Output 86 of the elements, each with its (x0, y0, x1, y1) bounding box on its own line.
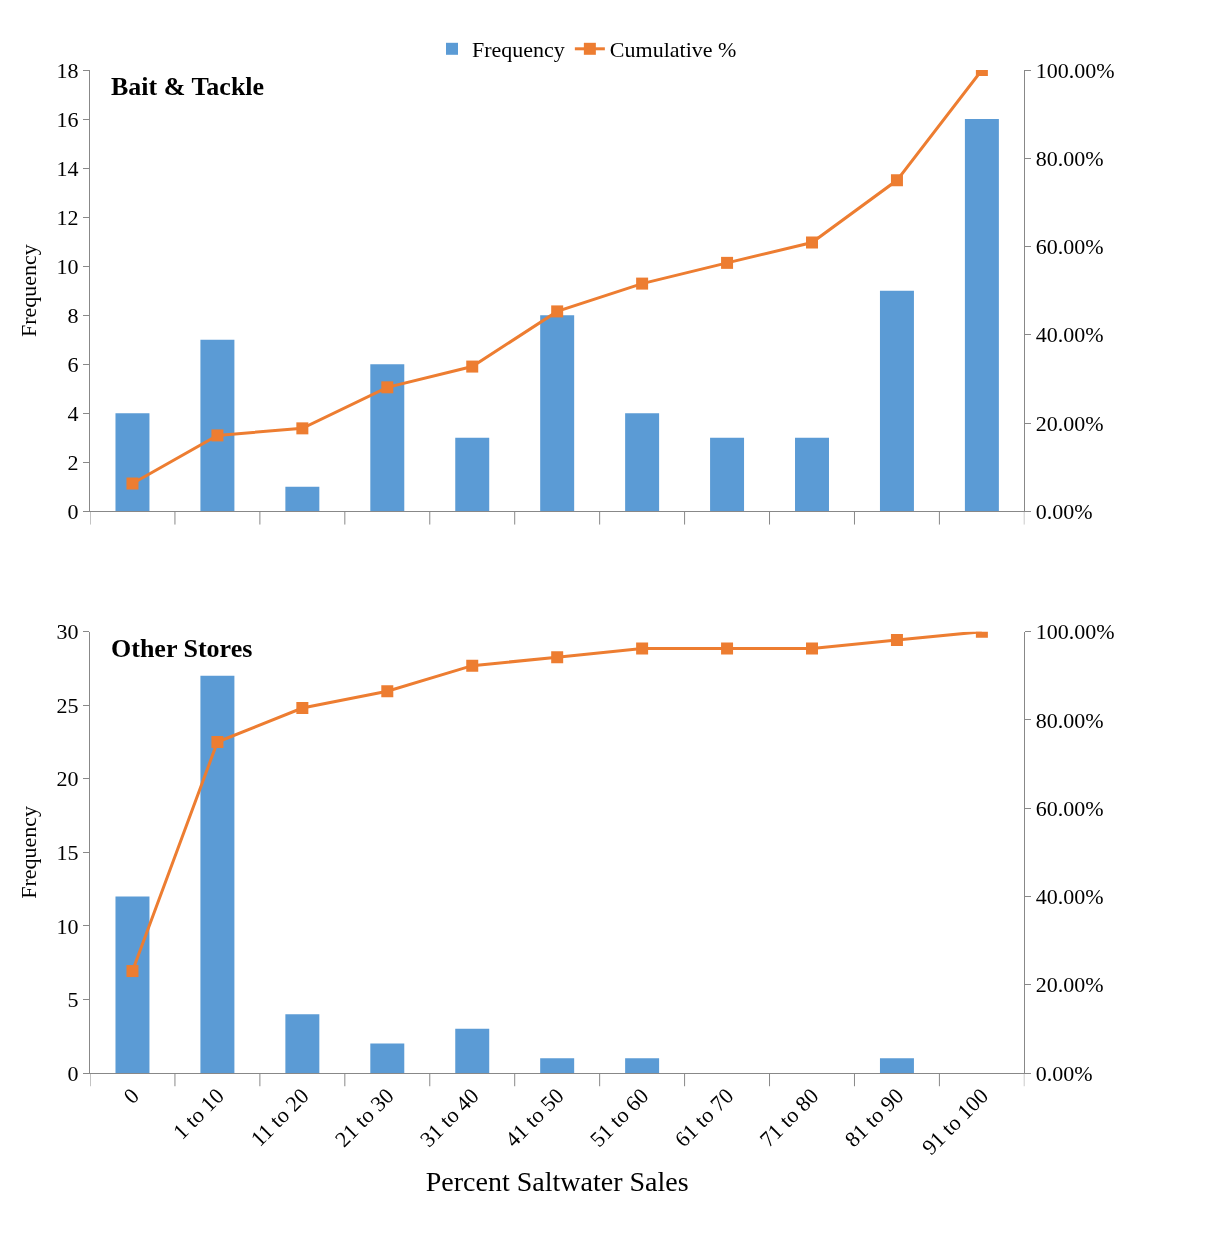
y-tick-label: 0 (67, 1060, 79, 1086)
y-axis-title: Frequency (16, 805, 41, 899)
bar (964, 119, 999, 512)
y-tick-label: 4 (67, 400, 79, 426)
bar (115, 896, 150, 1073)
y2-tick-label: 20.00% (1035, 972, 1104, 998)
y2-tick-label: 80.00% (1035, 707, 1104, 733)
point (890, 634, 903, 647)
point (381, 381, 394, 394)
chart-title: Bait & Tackle (111, 72, 265, 101)
y2-tick-label: 80.00% (1035, 145, 1104, 171)
x-tick-label: 0 (118, 1083, 144, 1109)
point (296, 702, 309, 715)
y-tick-label: 2 (67, 449, 79, 475)
y-tick-label: 6 (67, 351, 79, 377)
y-tick-label: 16 (56, 106, 79, 132)
y-tick-label: 8 (67, 302, 79, 328)
bar (200, 339, 235, 512)
y2-tick-label: 60.00% (1035, 795, 1104, 821)
point (636, 642, 649, 655)
bar (540, 1058, 575, 1073)
point (890, 174, 903, 187)
legend-label: Frequency (472, 37, 565, 63)
point (806, 642, 819, 655)
y-tick-label: 14 (56, 155, 79, 181)
bar (370, 364, 405, 512)
y-tick-label: 25 (56, 692, 79, 718)
y2-tick-label: 40.00% (1035, 322, 1104, 348)
bar (370, 1043, 405, 1073)
bar (285, 486, 320, 512)
y-tick-label: 10 (56, 253, 79, 279)
bar (115, 413, 150, 512)
x-tick-label: 91 to 100 (916, 1083, 994, 1160)
legend-label: Cumulative % (609, 37, 737, 63)
point (636, 277, 649, 290)
bar (455, 437, 490, 512)
bar (200, 675, 235, 1073)
point (296, 422, 309, 435)
bar (540, 315, 575, 512)
y-tick-label: 5 (67, 987, 79, 1013)
bar (455, 1028, 490, 1073)
point (466, 659, 479, 672)
y2-tick-label: 40.00% (1035, 884, 1104, 910)
y2-tick-label: 100.00% (1035, 57, 1115, 83)
y-tick-label: 10 (56, 913, 79, 939)
y2-tick-label: 0.00% (1035, 499, 1093, 525)
bar (625, 413, 660, 512)
y-tick-label: 20 (56, 766, 79, 792)
x-tick-label: 31 to 40 (414, 1083, 484, 1152)
point (211, 736, 224, 749)
x-axis-title: Percent Saltwater Sales (425, 1165, 689, 1197)
chart-title: Other Stores (111, 634, 253, 663)
x-tick-label: 81 to 90 (839, 1083, 909, 1152)
point (721, 256, 734, 269)
y-tick-label: 18 (56, 57, 79, 83)
point (551, 305, 564, 318)
point (381, 685, 394, 698)
y-tick-label: 15 (56, 840, 79, 866)
y-tick-label: 0 (67, 499, 79, 525)
x-tick-label: 61 to 70 (669, 1083, 739, 1152)
x-tick-label: 21 to 30 (329, 1083, 399, 1152)
y-tick-label: 30 (56, 619, 79, 645)
x-tick-label: 41 to 50 (499, 1083, 569, 1152)
point (126, 477, 139, 490)
y-tick-label: 12 (56, 204, 79, 230)
bar (795, 437, 829, 512)
bar (285, 1014, 320, 1073)
y2-tick-label: 0.00% (1035, 1060, 1093, 1086)
point (721, 642, 734, 655)
point (551, 651, 564, 664)
bar (879, 290, 914, 512)
point (211, 429, 224, 442)
y2-tick-label: 100.00% (1035, 619, 1115, 645)
bar (879, 1058, 914, 1073)
bar (710, 437, 745, 512)
x-tick-label: 11 to 20 (245, 1083, 314, 1152)
x-tick-label: 51 to 60 (584, 1083, 654, 1152)
y2-tick-label: 20.00% (1035, 410, 1104, 436)
x-tick-label: 71 to 80 (754, 1083, 824, 1152)
y-axis-title: Frequency (16, 244, 41, 338)
point (126, 965, 139, 978)
x-tick-label: 1 to 10 (167, 1083, 229, 1144)
bar (625, 1058, 660, 1073)
y2-tick-label: 60.00% (1035, 234, 1104, 260)
point (466, 360, 479, 373)
point (806, 236, 819, 249)
